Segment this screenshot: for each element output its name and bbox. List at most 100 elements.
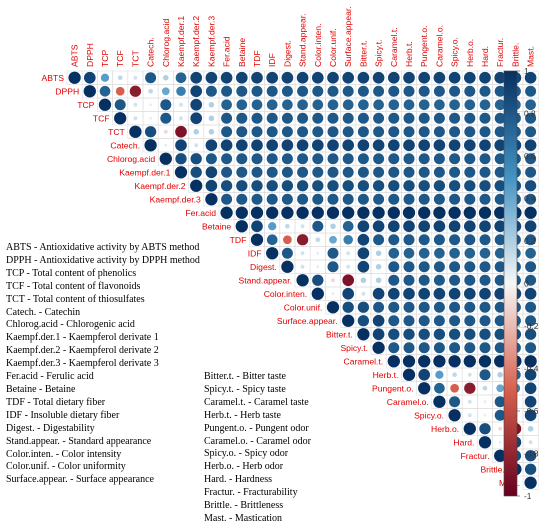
correlation-circle [221,85,233,97]
correlation-circle [373,166,385,178]
correlation-circle [266,153,278,165]
correlation-circle [403,328,415,340]
correlation-circle [357,315,370,327]
correlation-circle [463,220,476,233]
correlation-circle [373,126,385,138]
correlation-circle [149,103,152,107]
colorbar-tick-label: -0.6 [524,406,539,416]
correlation-circle [418,342,430,354]
correlation-circle [311,71,324,84]
legend-entry: Spicy.o. - Spicy odor [204,448,289,460]
legend-entry: Mast. - Mastication [204,512,283,524]
correlation-circle [311,287,324,300]
correlation-circle [235,206,248,219]
correlation-circle [524,139,537,152]
legend-entry: Bitter.t. - Bitter taste [204,371,286,382]
correlation-circle [418,112,430,124]
correlation-matrix-figure: ABTS DPPH TCP TCF TCT Catech. Chlorog.acid Kaem… [42,6,539,501]
correlation-circle [403,71,415,84]
correlation-circle [251,126,263,138]
correlation-circle [342,180,354,192]
correlation-circle [434,247,445,259]
legend-entry: TCP - Total content of phenolics [6,267,137,279]
correlation-circle [527,426,534,432]
correlation-circle [449,301,461,313]
correlation-circle [524,71,537,84]
correlation-circle [372,206,385,219]
correlation-circle [478,355,492,368]
correlation-circle [221,153,233,165]
correlation-circle [83,71,96,84]
correlation-circle [83,85,96,98]
correlation-circle [164,143,168,147]
correlation-circle [448,139,461,152]
correlation-circle [403,85,415,97]
row-label: Stand.appear. [238,275,292,285]
correlation-circle [357,85,369,97]
colorbar-tick-label: 0 [524,279,529,289]
correlation-circle [494,112,506,124]
row-label: Caramel.o. [387,397,429,407]
correlation-circle [220,139,233,152]
row-label: IDF [248,248,262,258]
correlation-circle [266,85,278,97]
correlation-circle [388,315,400,327]
correlation-circle [449,247,460,259]
correlation-circle [251,180,263,192]
row-label: Digest. [250,262,277,272]
correlation-circle [418,301,430,313]
correlation-circle [266,193,278,205]
correlation-circle [311,206,324,219]
column-label: Brittle. [510,43,520,67]
correlation-circle [281,126,293,138]
correlation-circle [449,112,461,124]
correlation-circle [479,153,491,165]
correlation-circle [403,193,415,205]
correlation-circle [99,85,111,97]
correlation-circle [190,153,202,165]
correlation-circle [160,112,172,124]
correlation-circle [372,71,385,84]
correlation-circle [433,261,445,273]
row-labels: ABTS DPPH TCP TCF TCT Catech. Chlorog.acid Kaem… [42,73,520,488]
correlation-circle [327,153,339,165]
correlation-circle [190,98,203,111]
correlation-circle [498,440,502,444]
correlation-circle [266,99,278,111]
correlation-circle [296,71,309,84]
correlation-circle [205,153,217,165]
correlation-circle [145,72,157,84]
correlation-circle [221,126,233,138]
correlation-circle [357,260,370,273]
column-label: TDF [252,50,262,67]
correlation-circle [494,328,506,340]
correlation-circle [208,129,215,135]
correlation-circle [402,368,416,381]
correlation-circle [494,206,507,219]
correlation-circle [236,180,248,192]
correlation-circle [494,355,507,368]
row-label: TCT [108,127,125,137]
correlation-circle [479,85,491,97]
row-label: Hard. [453,437,474,447]
correlation-circle [296,206,309,219]
correlation-circle [494,99,506,111]
correlation-circle [283,235,292,245]
correlation-circle [464,153,476,165]
column-label: IDF [267,53,277,67]
legend-entry: Color.inten. - Color intensity [6,448,122,460]
correlation-circle [343,234,353,245]
column-label: Herb.o. [465,39,475,67]
correlation-circle [133,102,138,107]
correlation-circle [281,153,293,165]
correlation-circle [418,180,430,192]
correlation-circle [418,220,431,233]
legend-entry: Surface.appear. - Surface appearance [6,474,154,486]
correlation-circle [357,180,370,192]
correlation-circle [251,71,263,84]
legend-entry: Digest. - Digestability [6,422,95,434]
abbreviation-legend-left: ABTS - Antioxidative activity by ABTS me… [6,242,200,487]
correlation-circle [330,223,336,229]
correlation-circle [448,180,461,192]
correlation-circle [144,139,157,152]
